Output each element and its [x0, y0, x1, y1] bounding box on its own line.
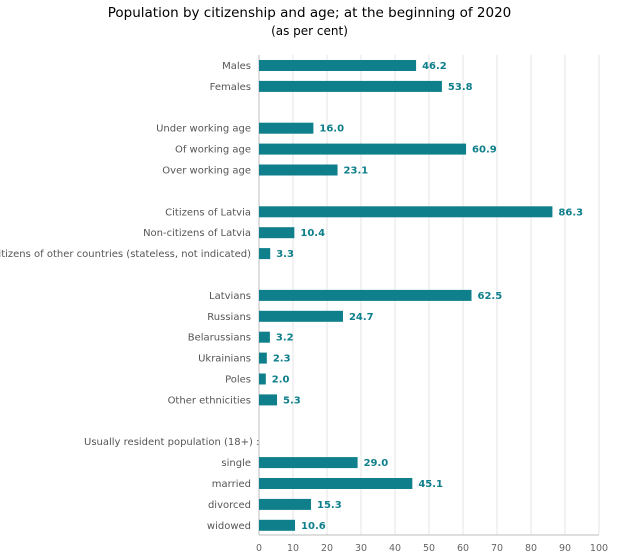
category-label: married — [212, 479, 251, 490]
data-label: 16.0 — [319, 124, 344, 135]
x-tick-label: 0 — [256, 543, 262, 554]
data-label: 53.8 — [448, 82, 473, 93]
category-label: Under working age — [156, 124, 251, 135]
bar — [259, 122, 314, 134]
bar — [259, 373, 266, 385]
bar — [259, 143, 467, 155]
data-label: 23.1 — [344, 166, 369, 177]
data-label: 46.2 — [422, 61, 447, 72]
category-label: Ukrainians — [198, 354, 251, 365]
category-label: Over working age — [162, 166, 251, 177]
bar — [259, 331, 270, 343]
data-label: 10.6 — [301, 521, 326, 532]
chart-subtitle: (as per cent) — [271, 24, 348, 38]
x-tick-label: 30 — [355, 543, 367, 554]
data-label: 62.5 — [478, 291, 503, 302]
data-label: 60.9 — [472, 145, 497, 156]
category-label: Non-citizens of Latvia — [143, 228, 251, 239]
category-label: Citizens of Latvia — [165, 207, 251, 218]
x-tick-label: 60 — [457, 543, 469, 554]
x-tick-label: 50 — [423, 543, 435, 554]
data-label: 2.0 — [272, 375, 290, 386]
category-label: divorced — [208, 500, 251, 511]
bar — [259, 478, 413, 489]
x-tick-label: 20 — [321, 543, 333, 554]
category-label: Belarussians — [188, 333, 251, 344]
bar — [259, 519, 296, 531]
bar — [259, 248, 271, 260]
data-label: 15.3 — [317, 500, 342, 511]
bar — [259, 80, 442, 92]
bar — [259, 227, 295, 239]
bar — [259, 60, 417, 71]
bar — [259, 206, 553, 218]
category-label: Males — [222, 61, 251, 72]
data-label: 3.3 — [276, 249, 294, 260]
bar — [259, 352, 267, 364]
data-label: 2.3 — [273, 354, 291, 365]
category-label: Females — [210, 82, 251, 93]
bar — [259, 289, 472, 301]
category-label: Russians — [207, 312, 251, 323]
data-label: 45.1 — [418, 479, 443, 490]
category-label: Of working age — [175, 145, 251, 156]
chart-title: Population by citizenship and age; at th… — [107, 5, 512, 21]
bar — [259, 498, 312, 510]
x-tick-label: 40 — [389, 543, 401, 554]
category-label: single — [221, 458, 251, 469]
x-tick-label: 90 — [559, 543, 571, 554]
data-label: 86.3 — [558, 207, 583, 218]
data-label: 3.2 — [276, 333, 294, 344]
bar — [259, 394, 278, 406]
category-label: Latvians — [209, 291, 251, 302]
x-tick-label: 100 — [590, 543, 608, 554]
bar — [259, 310, 343, 322]
x-tick-label: 10 — [287, 543, 299, 554]
category-label: Citizens of other countries (stateless, … — [0, 249, 251, 260]
category-label: Usually resident population (18+) : — [84, 437, 259, 448]
x-tick-label: 70 — [491, 543, 503, 554]
bar — [259, 457, 358, 469]
data-label: 29.0 — [364, 458, 389, 469]
bar — [259, 164, 338, 176]
data-label: 10.4 — [300, 228, 325, 239]
category-label: Other ethnicities — [168, 395, 251, 406]
data-label: 5.3 — [283, 395, 301, 406]
data-label: 24.7 — [349, 312, 374, 323]
x-tick-label: 80 — [525, 543, 537, 554]
category-label: Poles — [225, 375, 251, 386]
category-label: widowed — [207, 521, 251, 532]
